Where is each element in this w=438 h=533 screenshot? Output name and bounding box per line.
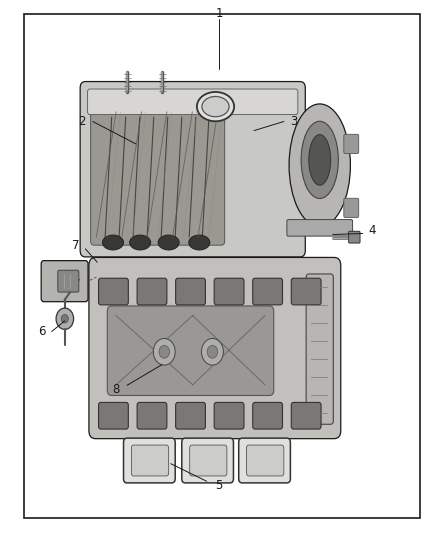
FancyBboxPatch shape <box>214 402 244 429</box>
Text: 1: 1 <box>215 7 223 20</box>
FancyBboxPatch shape <box>291 402 321 429</box>
FancyBboxPatch shape <box>137 278 167 305</box>
Circle shape <box>61 314 68 323</box>
FancyBboxPatch shape <box>41 261 88 302</box>
FancyBboxPatch shape <box>287 220 353 236</box>
Text: 3: 3 <box>290 115 297 128</box>
FancyBboxPatch shape <box>291 278 321 305</box>
Text: 6: 6 <box>38 325 46 338</box>
FancyBboxPatch shape <box>99 278 128 305</box>
FancyBboxPatch shape <box>89 257 341 439</box>
FancyBboxPatch shape <box>253 402 283 429</box>
Circle shape <box>56 308 74 329</box>
Ellipse shape <box>158 235 179 250</box>
Ellipse shape <box>289 104 350 227</box>
FancyBboxPatch shape <box>214 278 244 305</box>
FancyBboxPatch shape <box>80 82 305 257</box>
Circle shape <box>201 338 223 365</box>
Circle shape <box>153 338 175 365</box>
FancyBboxPatch shape <box>99 402 128 429</box>
Ellipse shape <box>309 135 331 185</box>
Ellipse shape <box>189 235 210 250</box>
FancyBboxPatch shape <box>176 278 205 305</box>
Text: 2: 2 <box>78 115 86 128</box>
FancyBboxPatch shape <box>344 198 359 217</box>
FancyBboxPatch shape <box>137 402 167 429</box>
Text: 8: 8 <box>113 383 120 395</box>
FancyBboxPatch shape <box>344 134 359 154</box>
FancyBboxPatch shape <box>239 438 290 483</box>
FancyBboxPatch shape <box>349 231 360 243</box>
FancyBboxPatch shape <box>176 402 205 429</box>
Text: 5: 5 <box>215 479 223 491</box>
FancyBboxPatch shape <box>91 106 225 245</box>
Ellipse shape <box>197 92 234 122</box>
FancyBboxPatch shape <box>253 278 283 305</box>
Ellipse shape <box>301 122 338 199</box>
FancyBboxPatch shape <box>124 438 175 483</box>
FancyBboxPatch shape <box>182 438 233 483</box>
Circle shape <box>207 345 218 358</box>
FancyBboxPatch shape <box>131 445 169 476</box>
Text: 4: 4 <box>368 224 376 237</box>
FancyBboxPatch shape <box>58 270 79 292</box>
Ellipse shape <box>130 235 151 250</box>
Circle shape <box>159 345 170 358</box>
Ellipse shape <box>102 235 124 250</box>
Ellipse shape <box>202 96 229 117</box>
FancyBboxPatch shape <box>107 306 274 395</box>
Text: 7: 7 <box>71 239 79 252</box>
FancyBboxPatch shape <box>247 445 284 476</box>
FancyBboxPatch shape <box>88 89 298 115</box>
FancyBboxPatch shape <box>306 274 333 424</box>
FancyBboxPatch shape <box>190 445 227 476</box>
